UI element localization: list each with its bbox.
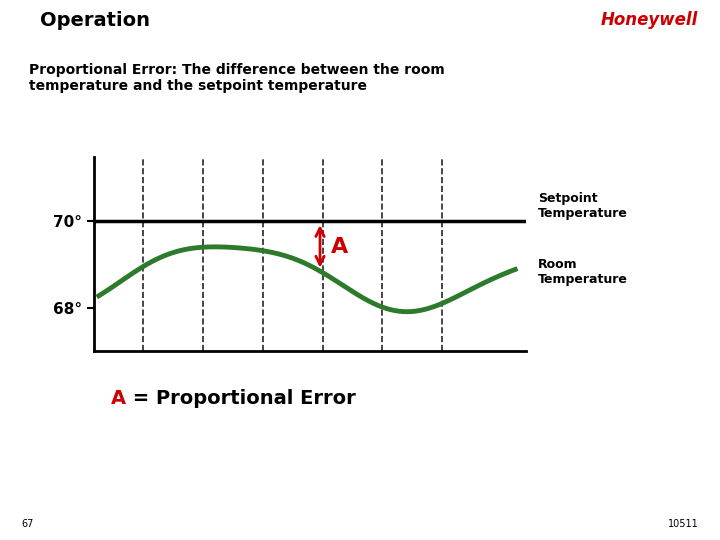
Text: 67: 67 bbox=[22, 519, 34, 529]
Text: Proportional Error: The difference between the room
temperature and the setpoint: Proportional Error: The difference betwe… bbox=[29, 63, 444, 93]
Text: Room
Temperature: Room Temperature bbox=[539, 258, 628, 286]
Text: A: A bbox=[330, 237, 348, 257]
Text: Setpoint
Temperature: Setpoint Temperature bbox=[539, 192, 628, 220]
Text: A: A bbox=[111, 389, 126, 408]
Text: Honeywell: Honeywell bbox=[601, 11, 698, 29]
Text: 10511: 10511 bbox=[667, 519, 698, 529]
Text: = Proportional Error: = Proportional Error bbox=[126, 389, 356, 408]
Text: Operation: Operation bbox=[40, 11, 150, 30]
